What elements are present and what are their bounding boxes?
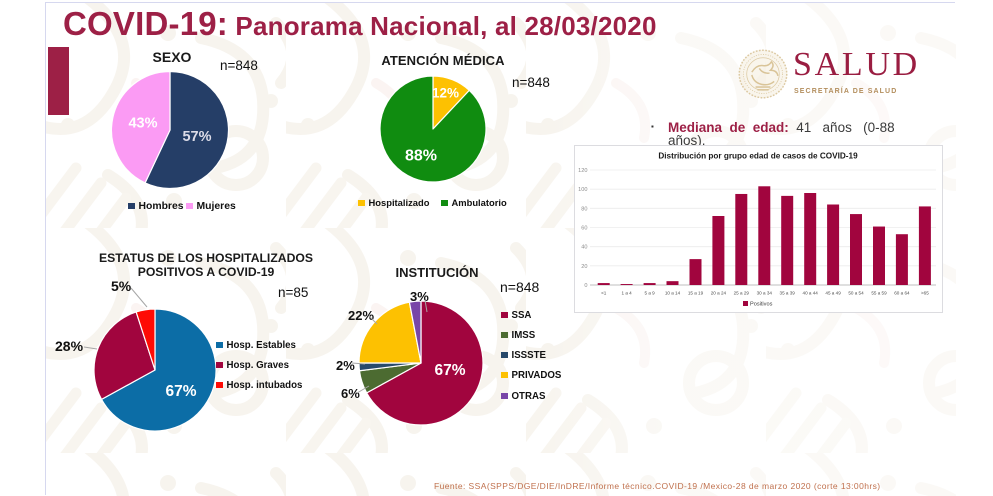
svg-text:88%: 88% [405, 148, 437, 165]
svg-text:40: 40 [581, 245, 587, 251]
svg-text:Distribución por grupo edad de: Distribución por grupo edad de casos de … [658, 152, 858, 161]
svg-text:43%: 43% [128, 116, 157, 132]
svg-text:12%: 12% [432, 86, 459, 101]
svg-text:30 a 34: 30 a 34 [757, 291, 773, 296]
svg-text:100: 100 [578, 187, 587, 193]
svg-text:40 a 44: 40 a 44 [803, 291, 819, 296]
svg-text:10 a 14: 10 a 14 [665, 291, 681, 296]
svg-text:25 a 29: 25 a 29 [734, 291, 750, 296]
svg-text:0: 0 [584, 283, 587, 289]
svg-text:55 a 59: 55 a 59 [871, 291, 887, 296]
svg-text:20 a 24: 20 a 24 [711, 291, 727, 296]
svg-text:<1: <1 [601, 291, 607, 296]
svg-text:57%: 57% [182, 129, 211, 145]
svg-text:67%: 67% [165, 383, 196, 400]
svg-text:20: 20 [581, 264, 587, 270]
svg-text:120: 120 [578, 168, 587, 174]
svg-text:15 a 19: 15 a 19 [688, 291, 704, 296]
svg-text:35 a 39: 35 a 39 [780, 291, 796, 296]
svg-text:>65: >65 [921, 291, 929, 296]
svg-text:60 a 64: 60 a 64 [894, 291, 910, 296]
svg-text:67%: 67% [434, 362, 465, 379]
svg-text:45 a 49: 45 a 49 [825, 291, 841, 296]
svg-text:5 a 9: 5 a 9 [644, 291, 655, 296]
svg-text:50 a 54: 50 a 54 [848, 291, 864, 296]
svg-text:60: 60 [581, 226, 587, 232]
svg-text:80: 80 [581, 206, 587, 212]
svg-text:1 a 4: 1 a 4 [621, 291, 632, 296]
svg-text:Positivos: Positivos [750, 302, 773, 308]
